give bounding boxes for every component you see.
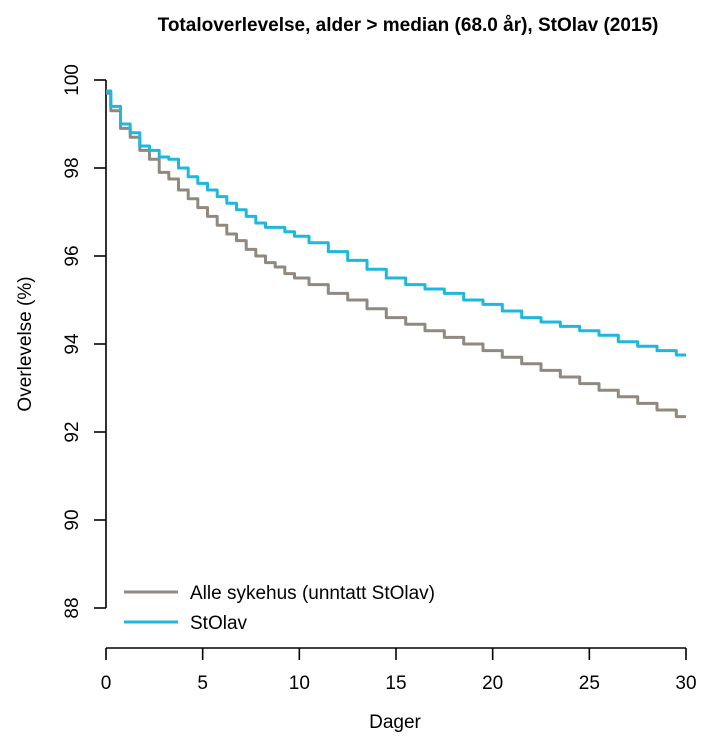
- y-tick-label: 98: [62, 157, 83, 178]
- y-axis: 88 90 92 94 96 98 100: [62, 64, 107, 619]
- y-tick-label: 90: [62, 509, 83, 530]
- y-tick-label: 88: [62, 597, 83, 618]
- x-tick-label: 30: [675, 673, 696, 694]
- y-tick-label: 96: [62, 245, 83, 266]
- x-tick-label: 10: [289, 673, 310, 694]
- x-tick-label: 25: [579, 673, 600, 694]
- x-axis: 0 5 10 15 20 25 30: [101, 647, 697, 694]
- y-axis-label: Overlevelse (%): [15, 276, 36, 411]
- series-line-stolav: [106, 89, 686, 357]
- y-tick-label: 100: [62, 64, 83, 96]
- legend: Alle sykehus (unntatt StOlav) StOlav: [124, 583, 435, 634]
- y-tick-label: 94: [62, 333, 83, 355]
- x-tick-label: 0: [101, 673, 112, 694]
- chart-title: Totaloverlevelse, alder > median (68.0 å…: [158, 15, 659, 36]
- x-axis-label: Dager: [369, 712, 421, 733]
- legend-label: StOlav: [190, 613, 248, 634]
- series-layer: [106, 89, 686, 419]
- x-tick-label: 15: [385, 673, 406, 694]
- x-tick-label: 5: [197, 673, 208, 694]
- y-tick-label: 92: [62, 421, 83, 442]
- x-tick-label: 20: [482, 673, 503, 694]
- series-line-alle-sykehus: [106, 91, 686, 419]
- legend-label: Alle sykehus (unntatt StOlav): [190, 583, 435, 604]
